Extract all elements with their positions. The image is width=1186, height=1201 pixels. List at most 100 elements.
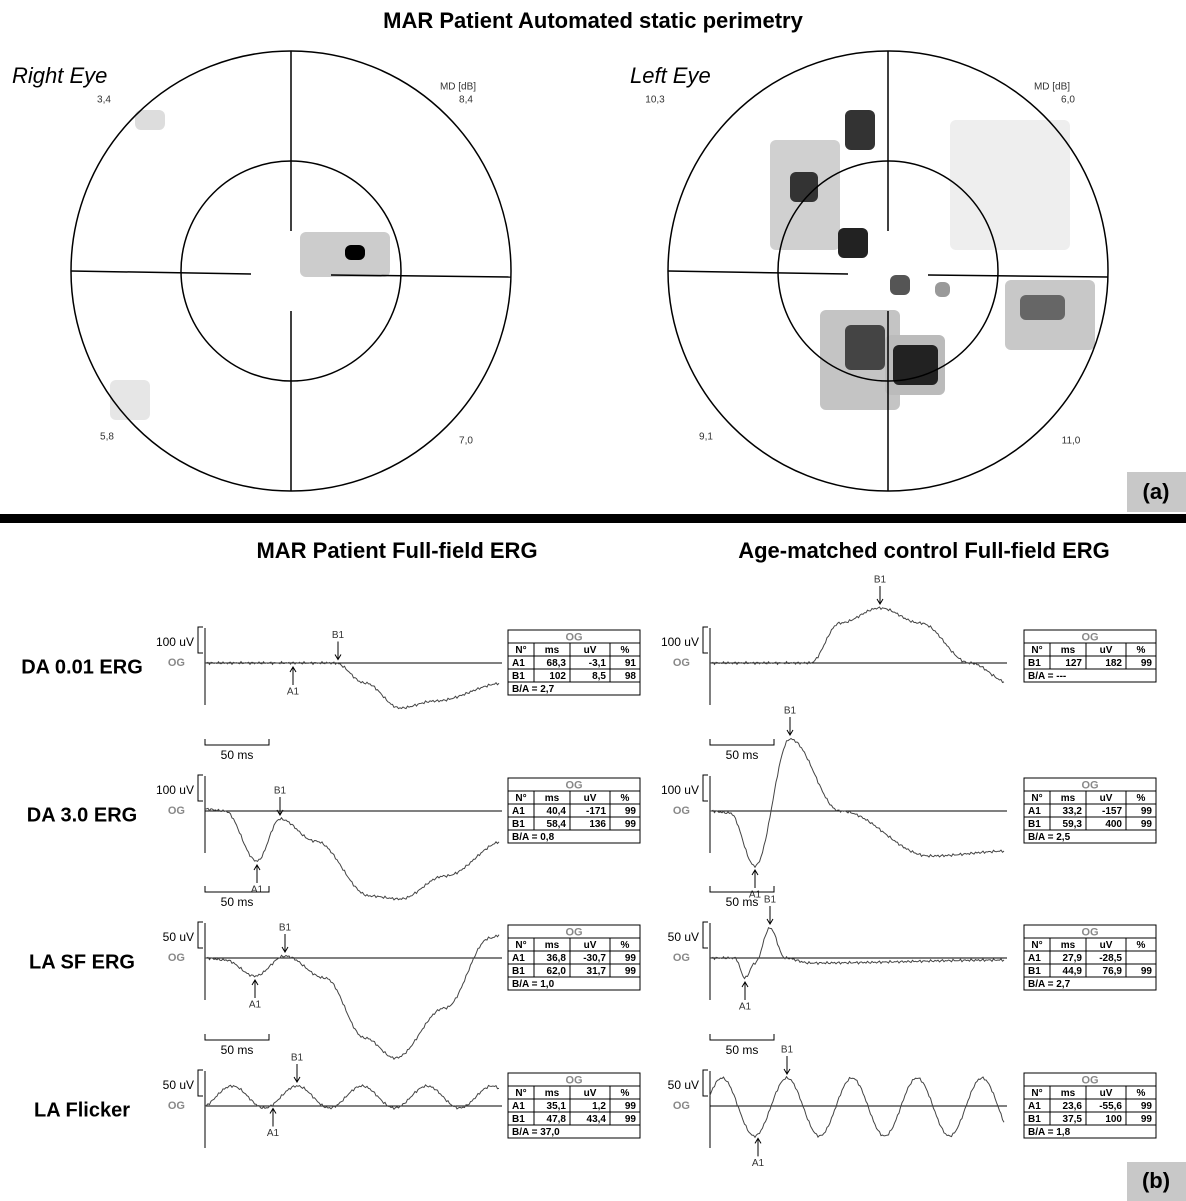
table-channel: OG bbox=[565, 631, 582, 643]
divider bbox=[0, 514, 1186, 523]
table-header: % bbox=[1137, 645, 1146, 656]
scale-bar bbox=[198, 1070, 203, 1096]
marker-arrow bbox=[335, 641, 341, 659]
scale-bar bbox=[198, 775, 203, 801]
field-defect bbox=[1020, 295, 1065, 320]
table-channel: OG bbox=[565, 1074, 582, 1086]
marker-label: B1 bbox=[279, 923, 292, 934]
column-title: MAR Patient Full-field ERG bbox=[256, 538, 537, 563]
ratio: B/A = 0,8 bbox=[512, 832, 555, 843]
table-header: N° bbox=[1031, 645, 1042, 656]
time-bar bbox=[710, 1034, 774, 1040]
md-value: 11,0 bbox=[1062, 436, 1081, 447]
table-header: % bbox=[621, 940, 630, 951]
table-header: uV bbox=[1100, 1088, 1113, 1099]
md-value: 5,8 bbox=[100, 432, 114, 443]
table-cell: 100 bbox=[1105, 1114, 1122, 1125]
table-header: ms bbox=[1061, 645, 1076, 656]
table-header: uV bbox=[584, 940, 597, 951]
table-header: ms bbox=[545, 940, 560, 951]
table-header: ms bbox=[545, 1088, 560, 1099]
marker-label: A1 bbox=[267, 1128, 280, 1139]
channel-label: OG bbox=[673, 805, 690, 817]
md-value: 3,4 bbox=[97, 95, 111, 106]
marker-label: A1 bbox=[287, 687, 300, 698]
marker-arrow bbox=[742, 982, 748, 1000]
amplitude-scale: 100 uV bbox=[156, 783, 194, 797]
table-cell: -3,1 bbox=[589, 658, 607, 669]
marker-arrow bbox=[787, 717, 793, 735]
table-header: N° bbox=[1031, 793, 1042, 804]
row-name: LA Flicker bbox=[34, 1099, 130, 1121]
table-cell: 99 bbox=[1141, 819, 1153, 830]
marker-arrow bbox=[252, 980, 258, 998]
table-cell: -28,5 bbox=[1099, 953, 1122, 964]
ratio: B/A = 2,5 bbox=[1028, 832, 1071, 843]
table-cell: 98 bbox=[625, 671, 637, 682]
table-header: uV bbox=[1100, 793, 1113, 804]
crosshair bbox=[71, 271, 251, 274]
marker-label: B1 bbox=[781, 1045, 794, 1056]
table-header: uV bbox=[1100, 940, 1113, 951]
table-header: % bbox=[1137, 793, 1146, 804]
ratio: B/A = 1,8 bbox=[1028, 1127, 1071, 1138]
table-cell: A1 bbox=[512, 953, 525, 964]
table-header: uV bbox=[1100, 645, 1113, 656]
marker-arrow bbox=[270, 1108, 276, 1126]
md-label: MD [dB] bbox=[1034, 82, 1070, 93]
table-channel: OG bbox=[565, 779, 582, 791]
crosshair bbox=[668, 271, 848, 274]
table-cell: 37,5 bbox=[1063, 1114, 1083, 1125]
scale-bar bbox=[198, 922, 203, 948]
table-cell: 99 bbox=[625, 806, 637, 817]
table-header: ms bbox=[545, 793, 560, 804]
ratio: B/A = 1,0 bbox=[512, 979, 555, 990]
table-cell: A1 bbox=[1028, 953, 1041, 964]
table-cell: -55,6 bbox=[1099, 1101, 1122, 1112]
table-cell: B1 bbox=[512, 966, 525, 977]
table-header: uV bbox=[584, 645, 597, 656]
table-cell: 1,2 bbox=[592, 1101, 606, 1112]
marker-arrow bbox=[294, 1064, 300, 1082]
field-defect bbox=[300, 232, 390, 277]
table-cell: 31,7 bbox=[587, 966, 607, 977]
table-header: N° bbox=[1031, 940, 1042, 951]
erg-trace bbox=[205, 935, 499, 1059]
row-name: LA SF ERG bbox=[29, 951, 135, 973]
table-header: % bbox=[621, 793, 630, 804]
ratio: B/A = --- bbox=[1028, 671, 1066, 682]
table-header: ms bbox=[1061, 1088, 1076, 1099]
erg-trace bbox=[710, 928, 1004, 979]
ratio: B/A = 37,0 bbox=[512, 1127, 560, 1138]
marker-label: B1 bbox=[332, 630, 345, 641]
field-defect bbox=[135, 110, 165, 130]
table-cell: 99 bbox=[1141, 658, 1153, 669]
field-defect bbox=[110, 380, 150, 420]
table-cell: B1 bbox=[512, 819, 525, 830]
field-defect bbox=[838, 228, 868, 258]
table-header: N° bbox=[515, 1088, 526, 1099]
table-cell: B1 bbox=[1028, 1114, 1041, 1125]
channel-label: OG bbox=[168, 952, 185, 964]
table-channel: OG bbox=[1081, 779, 1098, 791]
table-header: % bbox=[621, 645, 630, 656]
marker-label: B1 bbox=[784, 706, 797, 717]
table-cell: 99 bbox=[625, 1101, 637, 1112]
marker-arrow bbox=[254, 865, 260, 883]
md-value: 7,0 bbox=[459, 436, 473, 447]
erg-trace bbox=[710, 607, 1004, 683]
table-cell: A1 bbox=[512, 658, 525, 669]
md-value: 9,1 bbox=[699, 432, 713, 443]
scale-bar bbox=[703, 627, 708, 653]
amplitude-scale: 100 uV bbox=[156, 635, 194, 649]
table-header: N° bbox=[515, 793, 526, 804]
table-header: N° bbox=[515, 645, 526, 656]
md-label: MD [dB] bbox=[440, 82, 476, 93]
scale-bar bbox=[198, 627, 203, 653]
table-cell: A1 bbox=[512, 806, 525, 817]
figure: MAR Patient Automated static perimetry (… bbox=[0, 0, 1186, 1201]
marker-arrow bbox=[877, 586, 883, 604]
channel-label: OG bbox=[168, 657, 185, 669]
field-defect bbox=[935, 282, 950, 297]
amplitude-scale: 50 uV bbox=[668, 930, 699, 944]
